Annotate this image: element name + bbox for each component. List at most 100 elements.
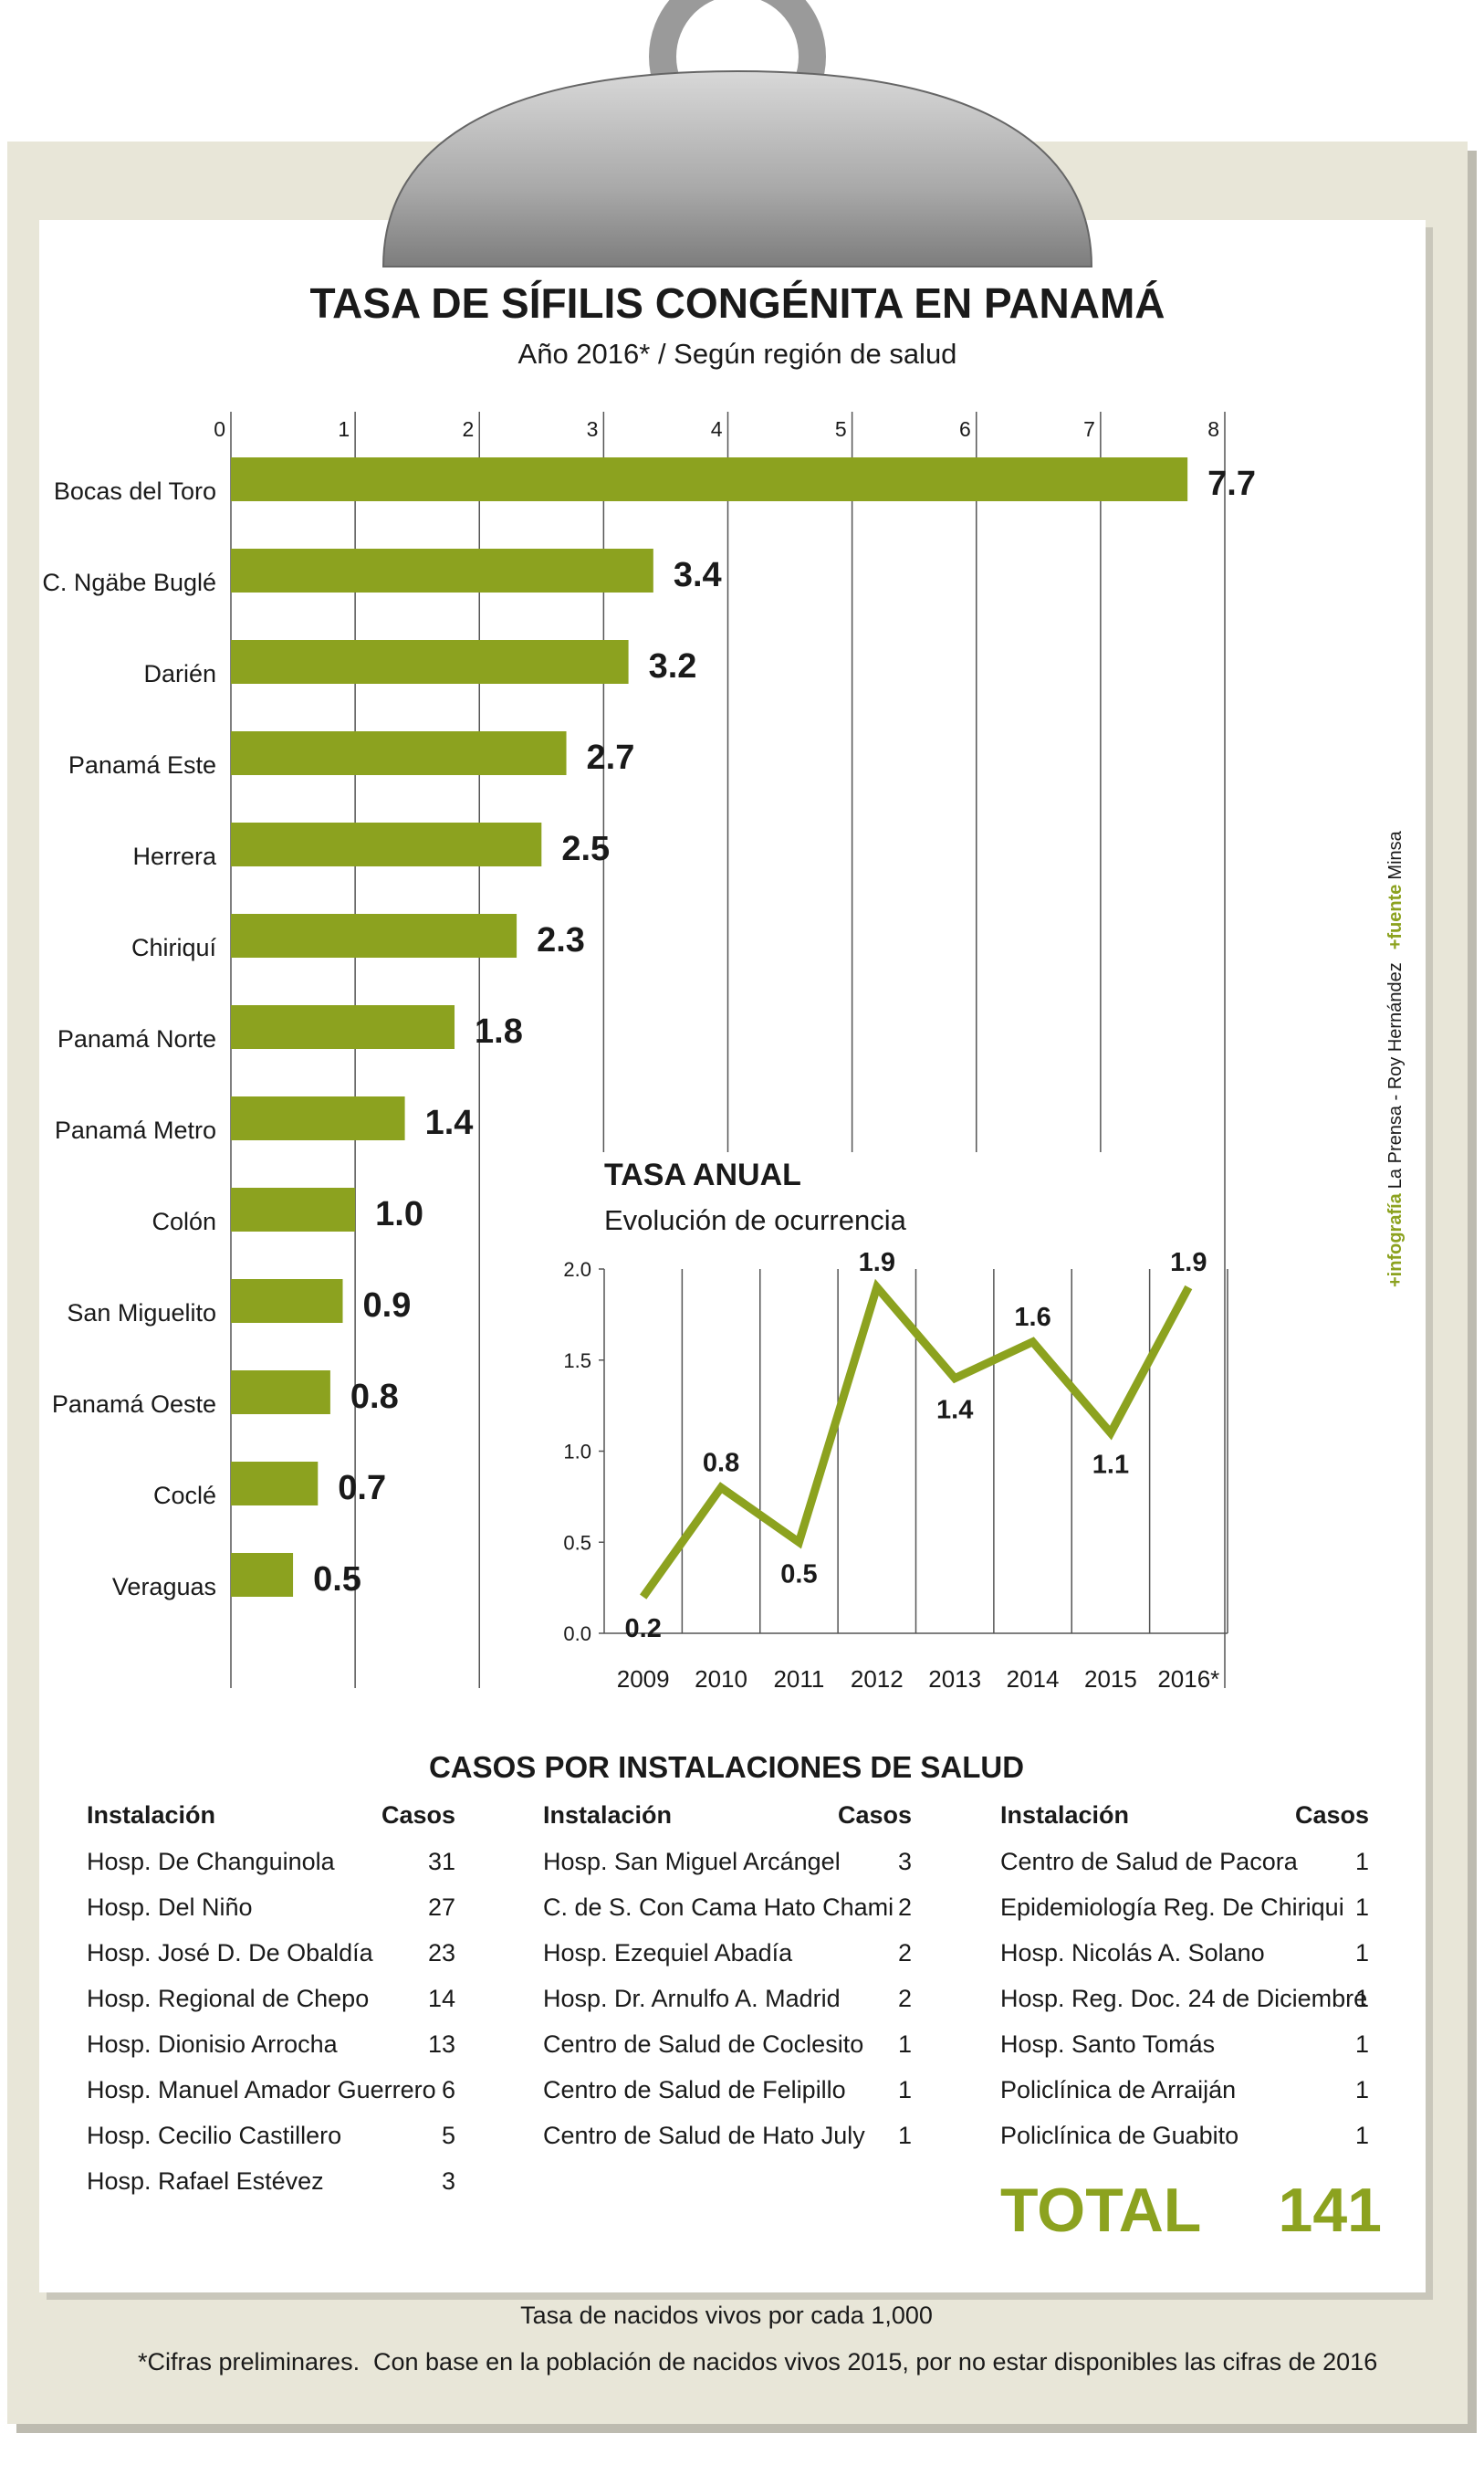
x-tick-label: 2 [462,417,474,441]
table-cell: Policlínica de Guabito [1000,2122,1238,2149]
value-label: 0.2 [625,1614,662,1643]
category-label: Panamá Metro [55,1117,216,1144]
value-label: 0.8 [703,1448,739,1477]
table-header: Instalación [543,1801,672,1829]
value-label: 0.7 [338,1469,386,1507]
total-label: TOTAL [1000,2176,1201,2245]
category-label: Veraguas [112,1573,216,1600]
table-header: Instalación [87,1801,215,1829]
table-cell: 31 [428,1848,455,1875]
value-label: 1.4 [936,1396,973,1425]
table-cell: Hosp. Ezequiel Abadía [543,1939,793,1967]
table-cell: Centro de Salud de Hato July [543,2122,865,2149]
table-cell: Hosp. Nicolás A. Solano [1000,1939,1265,1967]
table-cell: Hosp. Manuel Amador Guerrero [87,2076,436,2103]
category-label: Herrera [132,843,217,870]
table-cell: 14 [428,1985,455,2012]
value-label: 0.5 [313,1560,361,1599]
x-tick-label: 0 [214,417,225,441]
table-cell: 27 [428,1893,455,1921]
bar [231,1370,330,1414]
value-label: 1.4 [425,1104,474,1142]
credit-tag: +fuente [1385,885,1406,950]
total-value: 141 [1279,2176,1382,2245]
table-cell: 1 [1355,2122,1369,2149]
table-header: Casos [381,1801,455,1829]
bar [231,1188,356,1232]
category-label: Colón [152,1208,216,1235]
footnote: Tasa de nacidos vivos por cada 1,000 [520,2302,933,2329]
bar [231,914,517,958]
category-label: Panamá Oeste [52,1390,216,1418]
x-tick-label: 2016* [1157,1665,1219,1693]
table-cell: Centro de Salud de Pacora [1000,1848,1299,1875]
table-cell: 1 [1355,1848,1369,1875]
table-cell: C. de S. Con Cama Hato Chami [543,1893,894,1921]
value-label: 1.8 [475,1012,523,1051]
y-tick-label: 1.5 [563,1349,591,1372]
table-cell: 23 [428,1939,455,1967]
x-tick-label: 5 [835,417,847,441]
value-label: 3.2 [649,647,697,686]
footnote: *Cifras preliminares. [138,2348,360,2376]
table-cell: 1 [1355,2030,1369,2058]
table-cell: Hosp. Reg. Doc. 24 de Diciembre [1000,1985,1367,2012]
bar [231,1005,455,1049]
table-cell: Centro de Salud de Coclesito [543,2030,863,2058]
bar [231,731,567,775]
category-label: Panamá Norte [57,1025,216,1053]
table-cell: Hosp. Regional de Chepo [87,1985,369,2012]
footnote: Con base en la población de nacidos vivo… [373,2348,1377,2376]
category-label: Darién [143,660,216,687]
x-tick-label: 2011 [773,1665,824,1693]
value-label: 0.8 [350,1378,399,1416]
value-label: 2.3 [537,921,585,960]
value-label: 1.1 [1092,1451,1129,1480]
x-tick-label: 2015 [1084,1665,1137,1693]
table-cell: 1 [898,2030,912,2058]
content: TASA DE SÍFILIS CONGÉNITA EN PANAMÁ Año 2… [42,279,1406,2376]
table-cell: 2 [898,1893,912,1921]
category-label: Bocas del Toro [54,477,216,505]
credit-tag: +infografía [1385,1192,1406,1287]
bar [231,457,1188,501]
y-tick-label: 0.0 [563,1622,591,1645]
table-cell: 2 [898,1939,912,1967]
bar [231,823,542,866]
bar [231,1553,294,1597]
x-tick-label: 2012 [851,1665,904,1693]
table-header: Casos [1295,1801,1369,1829]
value-label: 2.5 [561,830,610,868]
x-tick-label: 2013 [928,1665,981,1693]
table-header: Instalación [1000,1801,1129,1829]
table-cell: 6 [442,2076,455,2103]
chart-title: TASA ANUAL [604,1158,801,1192]
value-label: 1.0 [375,1195,423,1233]
table-cell: Policlínica de Arraiján [1000,2076,1236,2103]
y-tick-label: 2.0 [563,1258,591,1281]
y-tick-label: 0.5 [563,1531,591,1554]
table-title: CASOS POR INSTALACIONES DE SALUD [429,1750,1024,1784]
x-tick-label: 2009 [617,1665,670,1693]
value-label: 1.6 [1014,1303,1050,1332]
x-tick-label: 1 [338,417,350,441]
table-cell: Epidemiología Reg. De Chiriqui [1000,1893,1344,1921]
x-tick-label: 6 [959,417,971,441]
table-cell: Hosp. Dr. Arnulfo A. Madrid [543,1985,841,2012]
value-label: 0.9 [363,1286,412,1325]
bar [231,1462,319,1505]
bar [231,1279,343,1323]
value-label: 2.7 [587,739,635,777]
credit-text: La Prensa - Roy Hernández [1385,962,1406,1189]
chart-title: TASA DE SÍFILIS CONGÉNITA EN PANAMÁ [309,279,1165,327]
table-cell: 13 [428,2030,455,2058]
credit: +infografía La Prensa - Roy Hernández +fue… [1385,830,1406,1287]
value-label: 0.5 [780,1559,817,1589]
x-tick-label: 4 [711,417,723,441]
category-label: Coclé [153,1482,216,1509]
x-tick-label: 2010 [695,1665,747,1693]
table-cell: 1 [1355,1939,1369,1967]
table-cell: Hosp. San Miguel Arcángel [543,1848,841,1875]
table-cell: 3 [442,2167,455,2195]
